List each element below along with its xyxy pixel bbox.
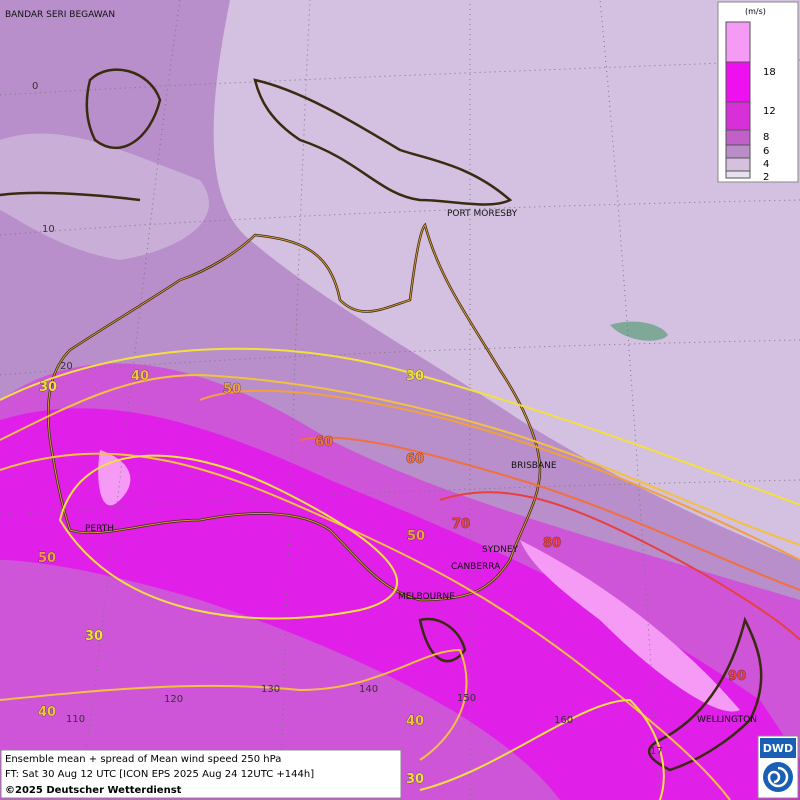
city: BANDAR SERI BEGAWAN [5,10,115,20]
contour-label: 30 [85,629,103,644]
grid [79,0,181,800]
grid-label: 120 [164,694,183,705]
footer-line: ©2025 Deutscher Wetterdienst [5,785,182,796]
contour-label: 70 [452,517,470,532]
legend-level: 12 [763,106,776,117]
city: SYDNEY [482,545,519,555]
grid [0,199,800,236]
coastline [418,617,467,663]
speed-max [520,540,740,712]
grid-labels: 0 10 20 110 120 130 140 150 160 17 [32,81,663,757]
legend-bin [725,61,751,103]
legend-level: 18 [763,67,776,78]
contour-labels: 30 40 50 30 60 60 70 50 80 50 30 40 40 3… [38,369,747,788]
city-labels: BANDAR SERI BEGAWAN PORT MORESBY BRISBAN… [5,10,757,725]
coastline [0,191,141,202]
contours [58,454,398,620]
contour-label: 60 [315,435,333,450]
logo-swirl [767,766,789,788]
grid [0,339,800,376]
grid-label: 140 [359,684,378,695]
contours [0,452,731,800]
legend-bin [725,170,751,179]
contour-label: 40 [406,714,424,729]
footer-box [0,749,402,799]
coastline [647,616,763,772]
grid-label: 150 [457,693,476,704]
grid-label: 160 [554,715,573,726]
contours [0,648,468,761]
city: MELBOURNE [398,592,455,602]
legend-bin [725,21,751,63]
city: CANBERRA [451,562,501,572]
coastline [85,68,162,150]
contour-label: 50 [38,551,56,566]
legend-bin [725,144,751,159]
footer-line: Ensemble mean + spread of Mean wind spee… [5,754,281,765]
contour-label: 80 [543,536,561,551]
coastline [47,224,541,601]
city: PERTH [85,524,114,534]
legend-unit: (m/s) [745,7,766,16]
logo-text: DWD [763,742,793,755]
contours [439,491,800,641]
coastline [253,78,513,206]
grid [0,59,800,96]
legend-level: 4 [763,159,769,170]
contour-label: 30 [406,772,424,787]
logo: DWD [757,735,799,799]
legend-bin [725,157,751,172]
lake [610,321,668,341]
contours [419,698,665,800]
logo-band [760,738,796,758]
contour-label: 30 [406,369,424,384]
contour-label: 30 [39,380,57,395]
legend-level: 8 [763,132,769,143]
footer-line: FT: Sat 30 Aug 12 UTC [ICON EPS 2025 Aug… [5,769,314,780]
grid-label: 20 [60,361,73,372]
grid-label: 110 [66,714,85,725]
contours [0,373,800,546]
contours [0,347,800,800]
contour-label: 90 [728,669,746,684]
speed-band [0,408,800,800]
contours [0,347,800,506]
footer: Ensemble mean + spread of Mean wind spee… [0,749,402,799]
contour-label: 60 [406,452,424,467]
city: WELLINGTON [697,715,757,725]
legend-bin [725,101,751,131]
city: BRISBANE [511,461,557,471]
legend: (m/s) 18 12 8 6 4 2 [717,1,799,183]
contour-label: 50 [407,529,425,544]
legend-level: 6 [763,146,769,157]
legend-level: 2 [763,172,769,183]
light-region [213,0,800,560]
contours [199,389,800,561]
legend-bin [725,129,751,146]
city: PORT MORESBY [447,209,518,219]
contours [299,436,800,591]
contour-label: 40 [38,705,56,720]
grid-label: 10 [42,224,55,235]
coastline [0,68,763,772]
grid [0,479,800,516]
contour-label: 40 [131,369,149,384]
grid-label: 130 [261,684,280,695]
grid-label: 17 [650,746,663,757]
contour-label: 50 [223,382,241,397]
grid-label: 0 [32,81,38,92]
